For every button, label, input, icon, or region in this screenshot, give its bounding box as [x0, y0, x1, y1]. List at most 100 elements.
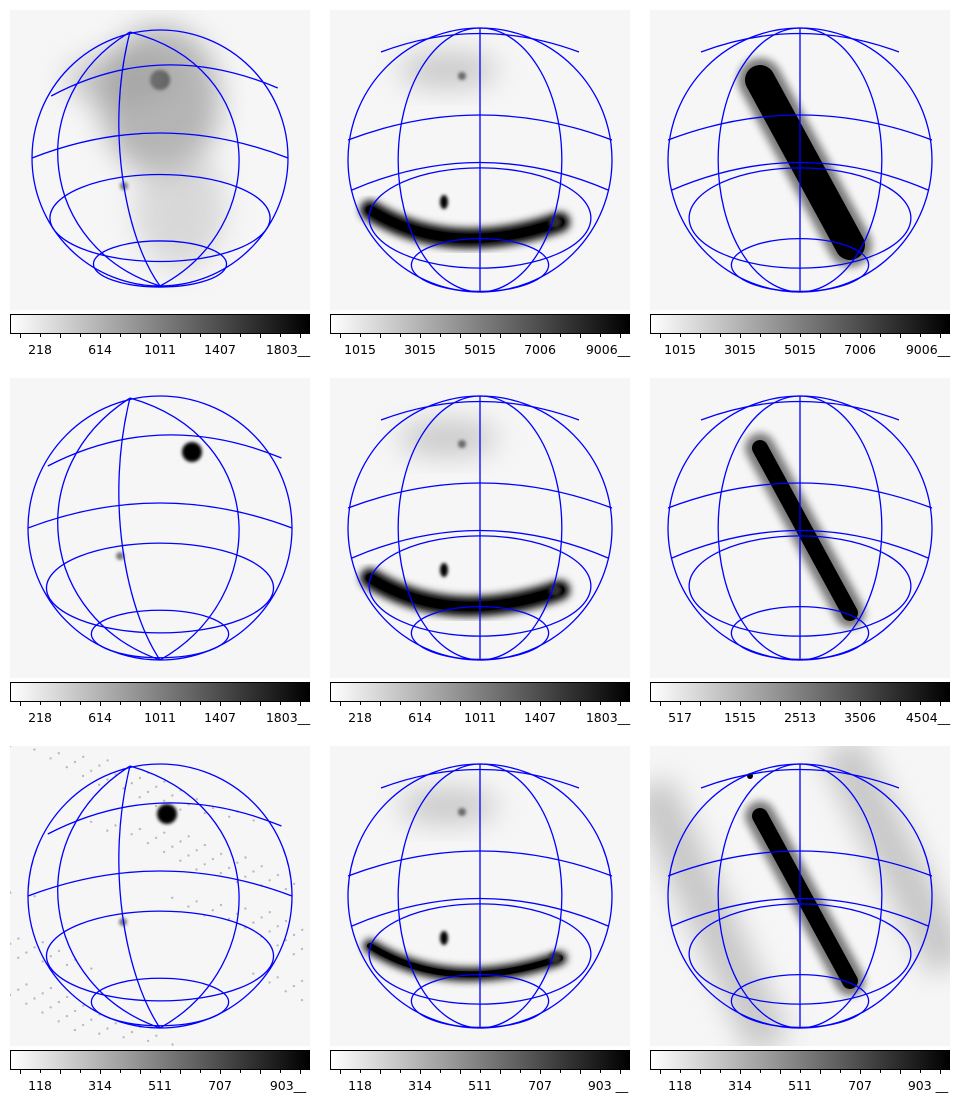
colorbar-tick [940, 334, 941, 338]
colorbar-tick [180, 334, 181, 338]
colorbar-tick [540, 702, 541, 706]
colorbar-tick [800, 1070, 801, 1073]
colorbar-tick [360, 334, 361, 337]
colorbar-tick [340, 334, 341, 338]
graticule [347, 763, 613, 1029]
colorbar-ticks [650, 702, 950, 708]
colorbar-tick [480, 334, 481, 337]
colorbar-tick [600, 1070, 601, 1073]
sky-map [330, 378, 630, 678]
colorbar-tick [180, 702, 181, 706]
colorbar-tick [580, 1070, 581, 1074]
colorbar-tick [400, 702, 401, 705]
colorbar-label: 1015 [664, 342, 696, 357]
colorbar-tick [160, 1070, 161, 1073]
colorbar-label: 3015 [724, 342, 756, 357]
colorbar-tick [440, 1070, 441, 1073]
colorbar-labels: 1015 3015 5015 7006 9006__ [650, 342, 950, 358]
colorbar-label: 707 [528, 1078, 552, 1093]
colorbar-tick [40, 1070, 41, 1073]
colorbar-tick [120, 1070, 121, 1073]
colorbar-tick [780, 334, 781, 338]
colorbar-tick [440, 334, 441, 337]
colorbar-labels: 218 614 1011 1407 1803__ [10, 710, 310, 726]
colorbar-tick [400, 1070, 401, 1073]
colorbar-tick [500, 334, 501, 338]
colorbar-tick [680, 1070, 681, 1073]
colorbar-tick [100, 334, 101, 338]
colorbar-labels: 118 314 511 707 903 __ [330, 1078, 630, 1094]
colorbar-label: 1515 [724, 710, 756, 725]
colorbar-tick [300, 334, 301, 338]
colorbar-tick [100, 1070, 101, 1074]
colorbar-tick [700, 702, 701, 706]
colorbar-label: 7006 [844, 342, 876, 357]
colorbar-tick [280, 702, 281, 705]
colorbar-tick [60, 334, 61, 338]
colorbar-label: 118 [348, 1078, 372, 1093]
colorbar-label: 517 [668, 710, 692, 725]
colorbar-tick [660, 702, 661, 706]
colorbar-tick [260, 1070, 261, 1074]
colorbar [650, 314, 950, 334]
colorbar-label: 7006 [524, 342, 556, 357]
colorbar-tick [820, 1070, 821, 1074]
colorbar-tick [80, 1070, 81, 1073]
colorbar-tick [880, 702, 881, 705]
colorbar-tick [340, 702, 341, 706]
colorbar-tick [260, 702, 261, 706]
colorbar-label: 614 [88, 710, 112, 725]
colorbar-tick [600, 334, 601, 337]
colorbar-tick [740, 1070, 741, 1074]
colorbar-label: 4504__ [905, 710, 951, 725]
colorbar-tick [820, 702, 821, 706]
colorbar-label: 1011 [464, 710, 496, 725]
sky-map [10, 746, 310, 1046]
colorbar-tick [660, 1070, 661, 1074]
colorbar-tick [20, 1070, 21, 1074]
colorbar-labels: 218 614 1011 1407 1803__ [330, 710, 630, 726]
colorbar-tick [840, 334, 841, 337]
colorbar-tick [880, 334, 881, 337]
colorbar-label: 903__ [269, 1078, 307, 1093]
colorbar-ticks [10, 702, 310, 708]
colorbar-label: 314 [728, 1078, 752, 1093]
sky-map [330, 746, 630, 1046]
colorbar-tick [920, 1070, 921, 1073]
colorbar-label: 1407 [204, 342, 236, 357]
colorbar-tick [680, 702, 681, 705]
colorbar-label: 707 [208, 1078, 232, 1093]
colorbar-label: 118 [668, 1078, 692, 1093]
colorbar [330, 1050, 630, 1070]
colorbar-tick [920, 334, 921, 337]
colorbar-label: 1803__ [265, 342, 311, 357]
colorbar-label: 1407 [204, 710, 236, 725]
colorbar-tick [360, 1070, 361, 1073]
colorbar-label: 3015 [404, 342, 436, 357]
colorbar-tick [380, 702, 381, 706]
colorbar-label: 1803__ [265, 710, 311, 725]
colorbar-tick [460, 1070, 461, 1074]
graticule [667, 27, 933, 293]
colorbar-tick [160, 702, 161, 705]
colorbar-tick [860, 702, 861, 706]
colorbar-tick [220, 334, 221, 338]
colorbar-tick [560, 1070, 561, 1073]
colorbar-ticks [650, 1070, 950, 1076]
colorbar-tick [780, 702, 781, 706]
colorbar-tick [220, 1070, 221, 1074]
colorbar-tick [580, 702, 581, 706]
colorbar-tick [140, 1070, 141, 1074]
colorbar-tick [100, 702, 101, 706]
colorbar-label: 511 [468, 1078, 492, 1093]
colorbar-tick [440, 702, 441, 705]
colorbar-tick [800, 334, 801, 337]
colorbar-tick [420, 334, 421, 338]
colorbar-ticks [10, 1070, 310, 1076]
colorbar-tick [720, 334, 721, 337]
colorbar-tick [80, 334, 81, 337]
colorbar-tick [620, 1070, 621, 1074]
colorbar-tick [300, 702, 301, 706]
colorbar [10, 1050, 310, 1070]
colorbar-tick [680, 334, 681, 337]
